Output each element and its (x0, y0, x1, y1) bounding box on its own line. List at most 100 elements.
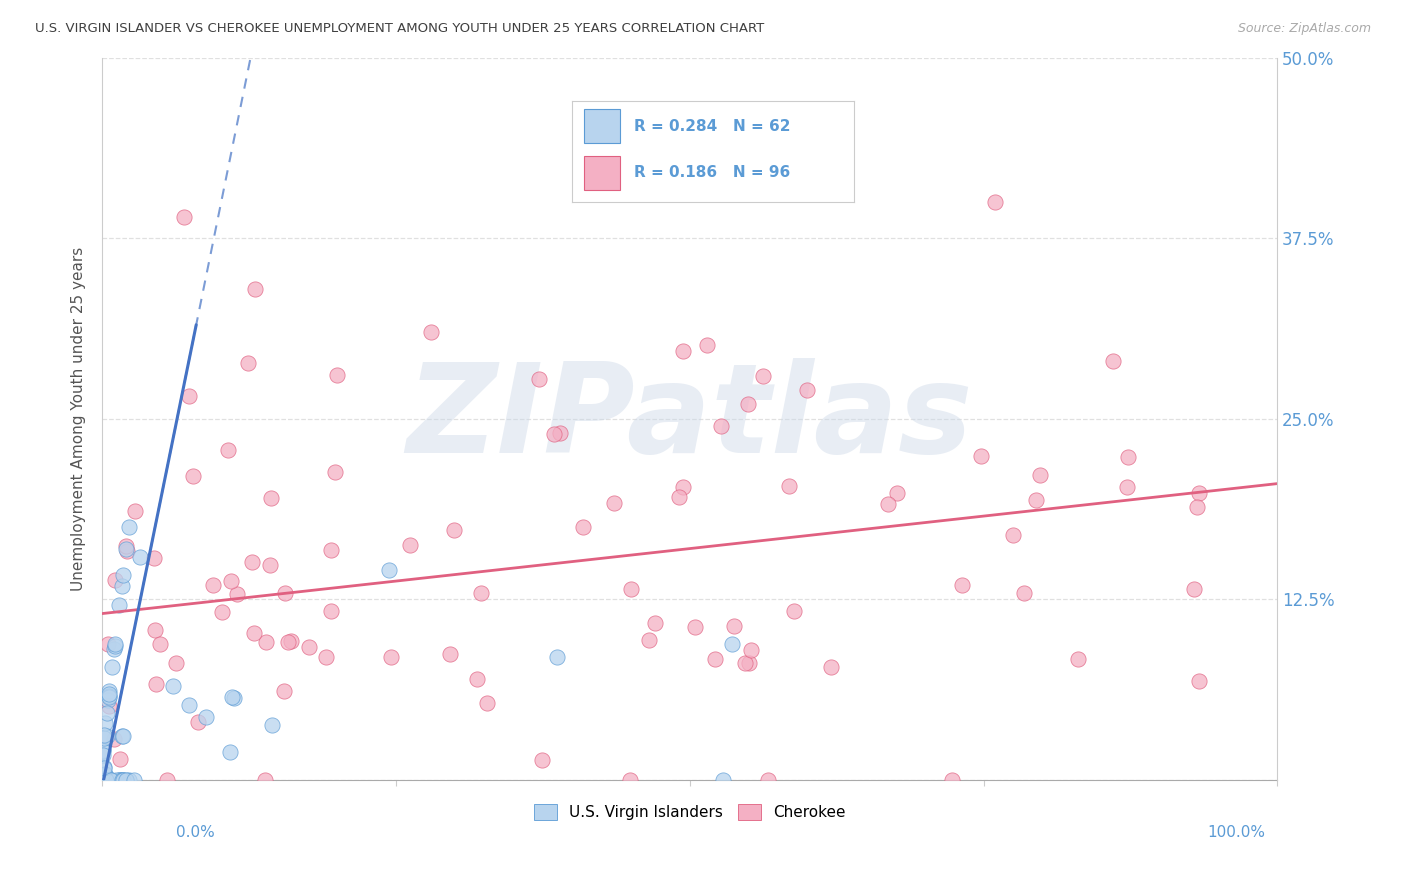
Point (97, 689, 120, 703)
Point (420, 325, 443, 339)
Point (105, 772, 128, 787)
Point (1067, 652, 1090, 666)
Text: U.S. VIRGIN ISLANDER VS CHEROKEE UNEMPLOYMENT AMONG YOUTH UNDER 25 YEARS CORRELA: U.S. VIRGIN ISLANDER VS CHEROKEE UNEMPLO… (35, 22, 765, 36)
Point (277, 635, 299, 649)
Point (1116, 480, 1139, 494)
Point (543, 427, 565, 442)
Point (112, 729, 135, 743)
Point (259, 558, 281, 572)
Point (177, 698, 200, 712)
Point (96, 706, 118, 720)
Point (108, 772, 131, 787)
Point (1116, 450, 1139, 464)
Point (1188, 486, 1211, 500)
Point (711, 772, 734, 787)
Point (108, 772, 131, 787)
Point (531, 753, 554, 767)
Point (783, 604, 806, 618)
Point (211, 605, 233, 619)
Text: ZIPatlas: ZIPatlas (406, 359, 973, 479)
Point (156, 772, 179, 787)
Point (321, 604, 343, 618)
Point (326, 368, 349, 383)
Point (96, 772, 118, 787)
Point (97, 637, 120, 651)
Point (108, 772, 131, 787)
Point (254, 772, 277, 787)
Point (96, 772, 118, 787)
Point (243, 626, 266, 640)
Point (399, 538, 422, 552)
Point (115, 539, 138, 553)
Point (217, 442, 239, 457)
Point (225, 586, 247, 600)
Point (380, 650, 402, 665)
Point (683, 620, 706, 634)
Point (98, 772, 121, 787)
Point (273, 586, 295, 600)
Point (96, 772, 118, 787)
Point (655, 116, 678, 130)
Point (110, 772, 132, 787)
Point (187, 715, 209, 730)
Point (94, 716, 117, 731)
Point (475, 696, 498, 710)
Point (723, 618, 745, 632)
Point (1001, 527, 1024, 541)
Point (104, 573, 127, 587)
Point (222, 690, 245, 705)
Point (98, 684, 121, 698)
Point (194, 710, 217, 724)
Point (280, 634, 302, 648)
Point (984, 195, 1007, 210)
Point (439, 648, 461, 662)
Text: 0.0%: 0.0% (176, 825, 215, 840)
Point (143, 623, 166, 637)
Text: 100.0%: 100.0% (1208, 825, 1265, 840)
Point (738, 656, 761, 670)
Point (101, 660, 124, 674)
Point (1185, 500, 1208, 514)
Point (1101, 354, 1123, 368)
Point (273, 684, 295, 698)
Point (546, 650, 568, 665)
Point (219, 745, 242, 759)
Point (820, 660, 842, 674)
Y-axis label: Unemployment Among Youth under 25 years: Unemployment Among Youth under 25 years (72, 246, 86, 591)
Point (315, 649, 337, 664)
Point (97, 687, 120, 701)
Point (603, 496, 626, 510)
Point (100, 772, 122, 787)
Point (110, 579, 132, 593)
Point (122, 772, 145, 787)
Point (876, 497, 898, 511)
Point (620, 582, 643, 597)
Point (571, 520, 593, 534)
Point (221, 690, 243, 704)
Point (1014, 586, 1036, 600)
Point (100, 772, 122, 787)
Point (756, 772, 779, 787)
Point (254, 635, 277, 649)
Point (94, 772, 117, 787)
Point (148, 638, 170, 652)
Point (103, 639, 125, 653)
Point (751, 368, 773, 383)
Point (941, 772, 963, 787)
Point (886, 486, 908, 500)
Point (91, 747, 114, 762)
Point (236, 356, 259, 370)
Point (243, 282, 266, 296)
Point (619, 772, 641, 787)
Point (117, 520, 139, 534)
Point (111, 729, 134, 743)
Point (111, 772, 134, 787)
Point (378, 563, 401, 577)
Point (96, 729, 118, 743)
Point (128, 549, 150, 564)
Point (644, 616, 666, 631)
Point (143, 550, 166, 565)
Point (443, 523, 465, 537)
Point (112, 772, 135, 787)
Point (93, 760, 115, 774)
